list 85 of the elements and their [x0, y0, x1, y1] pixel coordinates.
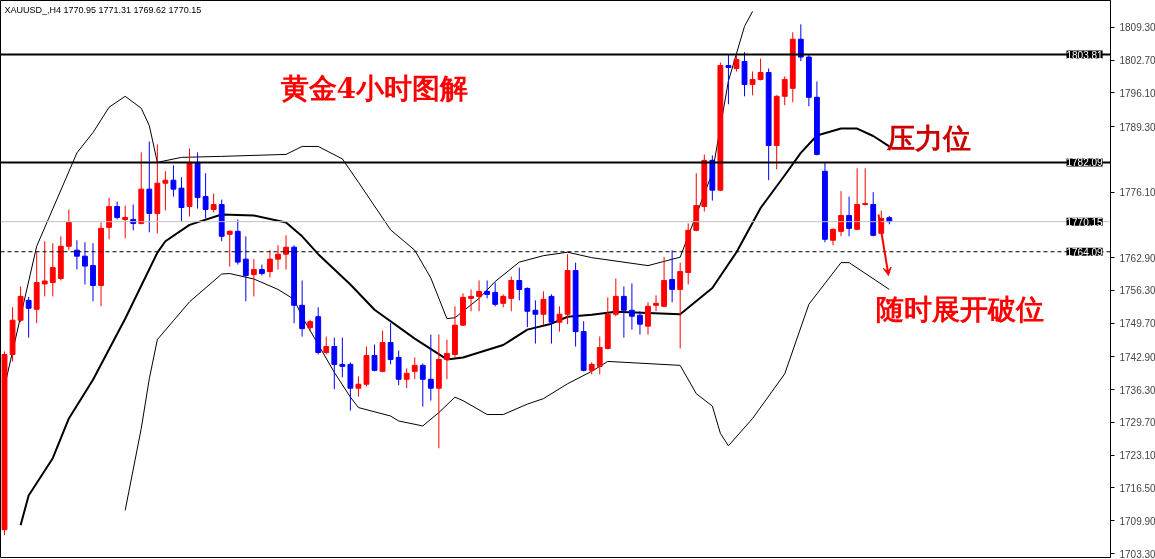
- candlestick: [411, 356, 418, 380]
- candlestick: [741, 51, 748, 97]
- y-tick-label: 1796.10: [1119, 87, 1155, 99]
- annotation: 压力位: [885, 121, 971, 155]
- candlestick: [629, 282, 635, 331]
- candlestick: [524, 286, 531, 328]
- candlestick: [331, 337, 338, 390]
- candlestick: [645, 301, 651, 336]
- candlestick: [540, 290, 547, 326]
- candlestick: [49, 242, 56, 297]
- candlestick: [339, 337, 346, 378]
- candlestick: [677, 262, 684, 349]
- candlestick: [620, 285, 627, 339]
- candlestick: [122, 205, 129, 239]
- candlestick: [41, 240, 48, 297]
- ref-line-label: 1803.81: [1066, 49, 1104, 61]
- candlestick: [162, 170, 169, 211]
- y-tick-label: 1709.90: [1119, 515, 1155, 527]
- candlestick: [508, 276, 515, 312]
- candlestick: [355, 375, 362, 398]
- candlestick: [25, 296, 32, 339]
- y-tick-label: 1736.30: [1119, 384, 1155, 396]
- candlestick: [846, 196, 852, 237]
- candlestick: [267, 249, 273, 279]
- candlestick: [476, 279, 482, 312]
- candlestick: [74, 239, 80, 271]
- y-tick-label: 1742.90: [1119, 351, 1155, 363]
- candlestick: [259, 264, 265, 277]
- candlestick: [178, 176, 185, 222]
- candlestick: [532, 299, 539, 345]
- candlestick: [492, 281, 499, 307]
- candlestick: [242, 235, 249, 302]
- ref-line-label: 1770.15: [1066, 216, 1104, 228]
- y-tick-label: 1776.10: [1119, 187, 1155, 199]
- candlestick: [347, 361, 354, 412]
- candlestick: [797, 23, 804, 62]
- y-tick-label: 1716.50: [1119, 483, 1155, 494]
- candlestick: [371, 344, 378, 372]
- candlestick: [444, 339, 450, 380]
- candlestick: [427, 334, 434, 402]
- y-tick-label: 1762.90: [1119, 252, 1155, 264]
- y-tick-label: 1723.10: [1119, 450, 1155, 462]
- candlestick: [669, 249, 676, 303]
- candlestick: [749, 70, 756, 96]
- candlestick: [612, 278, 619, 317]
- candlestick: [17, 285, 24, 323]
- candlestick: [275, 244, 281, 271]
- candlestick: [419, 362, 426, 408]
- y-tick-label: 1749.70: [1119, 318, 1155, 330]
- candlestick: [283, 234, 289, 271]
- candlestick: [387, 322, 394, 365]
- candlestick: [653, 294, 659, 312]
- candlestick: [170, 164, 177, 198]
- y-tick-label: 1809.30: [1119, 22, 1155, 34]
- candlestick: [226, 229, 233, 268]
- y-tick-label: 1802.70: [1119, 55, 1155, 67]
- candlestick: [250, 258, 257, 297]
- candlestick: [484, 279, 491, 299]
- candlestick: [299, 279, 306, 338]
- candlestick: [596, 336, 603, 375]
- text: 黄金4小时图解: [279, 71, 468, 105]
- ref-line-label: 1782.09: [1066, 157, 1104, 169]
- candlestick: [637, 310, 643, 336]
- y-tick-label: 1789.30: [1119, 121, 1155, 133]
- candlestick: [468, 288, 474, 312]
- candlestick: [210, 193, 217, 213]
- y-tick-label: 1703.30: [1119, 548, 1155, 559]
- candlestick: [556, 305, 563, 333]
- y-tick-label: 1756.30: [1119, 285, 1155, 297]
- candlestick: [395, 349, 402, 386]
- candlestick: [202, 172, 209, 219]
- ref-line-label: 1764.09: [1066, 246, 1104, 258]
- chart-subtitle: XAUUSD_,H4 1770.95 1771.31 1769.62 1770.15: [4, 4, 202, 15]
- annotation: 随时展开破位: [875, 292, 1044, 326]
- candlestick: [106, 197, 112, 240]
- candlestick: [65, 209, 72, 251]
- candlestick: [725, 53, 732, 105]
- candlestick: [82, 241, 88, 285]
- y-tick-label: 1729.70: [1119, 417, 1155, 429]
- candlestick: [516, 267, 523, 301]
- candlestick: [781, 75, 788, 106]
- candlestick: [838, 190, 844, 237]
- candlestick: [90, 242, 96, 302]
- candlestick: [862, 167, 869, 207]
- candlestick: [403, 367, 410, 389]
